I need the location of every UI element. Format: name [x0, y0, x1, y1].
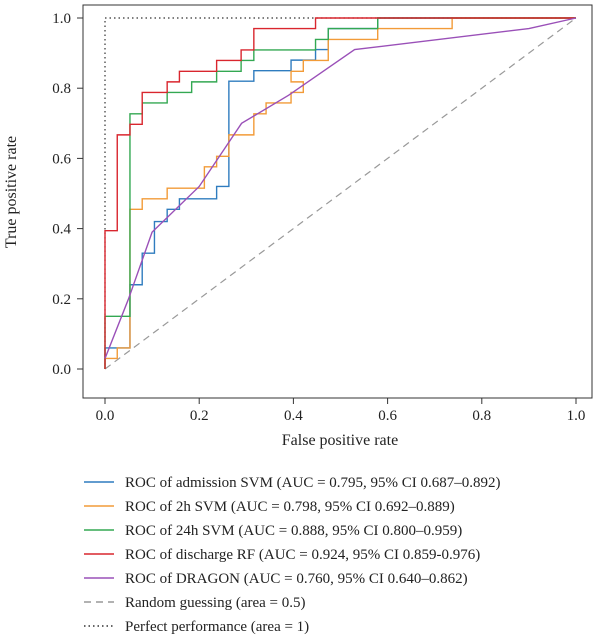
y-tick-label: 0.4 — [52, 222, 71, 238]
y-tick-label: 1.0 — [52, 11, 71, 27]
x-tick-label: 0.4 — [284, 408, 303, 424]
series-line-4 — [104, 17, 577, 359]
legend-label-2: ROC of 24h SVM (AUC = 0.888, 95% CI 0.80… — [125, 523, 462, 539]
legend-label-4: ROC of DRAGON (AUC = 0.760, 95% CI 0.640… — [125, 571, 468, 587]
series-line-5 — [104, 17, 577, 370]
legend: ROC of admission SVM (AUC = 0.795, 95% C… — [84, 475, 501, 635]
axes-layer: 0.0 0.2 0.4 0.6 0.8 1.0 0.0 0.2 0.4 0.6 0.8 1.0 — [52, 11, 585, 424]
x-tick-label: 0.8 — [472, 408, 491, 424]
x-tick-label: 0.6 — [378, 408, 397, 424]
y-axis-title: True positive rate — [3, 136, 20, 248]
series-line-3 — [104, 17, 576, 369]
x-axis-title: False positive rate — [282, 432, 398, 449]
y-tick-label: 0.8 — [52, 81, 71, 97]
y-tick-label: 0.2 — [52, 292, 71, 308]
x-tick-label: 0.0 — [96, 408, 115, 424]
x-tick-label: 1.0 — [567, 408, 586, 424]
y-tick-label: 0.0 — [52, 362, 71, 378]
y-tick-label: 0.6 — [52, 151, 71, 167]
legend-label-3: ROC of discharge RF (AUC = 0.924, 95% CI… — [125, 547, 480, 563]
series-layer — [104, 17, 577, 370]
series-line-1 — [104, 17, 576, 369]
series-line-0 — [104, 17, 576, 369]
legend-label-0: ROC of admission SVM (AUC = 0.795, 95% C… — [125, 475, 501, 491]
legend-label-5: Random guessing (area = 0.5) — [125, 595, 306, 611]
plot-frame — [82, 4, 593, 399]
legend-label-1: ROC of 2h SVM (AUC = 0.798, 95% CI 0.692… — [125, 499, 455, 515]
legend-label-6: Perfect performance (area = 1) — [125, 619, 309, 635]
x-tick-label: 0.2 — [190, 408, 209, 424]
